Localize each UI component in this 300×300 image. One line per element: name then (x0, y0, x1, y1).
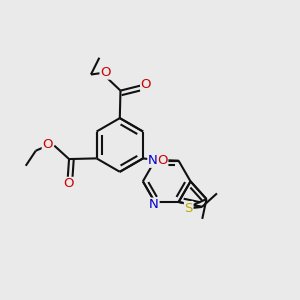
Text: N: N (148, 154, 158, 167)
Text: S: S (184, 202, 193, 214)
Text: N: N (149, 198, 159, 211)
Text: O: O (42, 138, 53, 151)
Text: O: O (63, 177, 74, 190)
Text: O: O (141, 78, 151, 92)
Text: O: O (157, 154, 168, 167)
Text: O: O (100, 66, 111, 79)
